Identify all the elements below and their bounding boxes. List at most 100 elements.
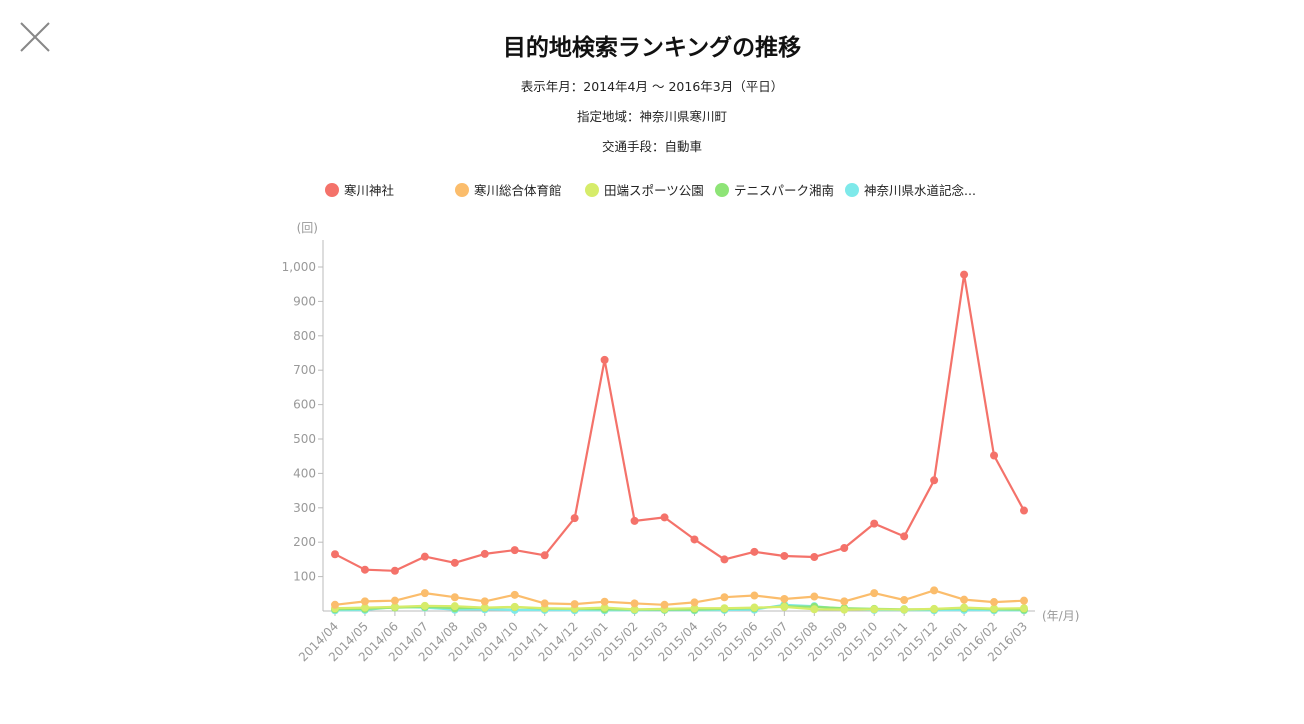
data-point xyxy=(810,592,819,601)
data-point xyxy=(540,599,549,608)
data-point xyxy=(390,602,399,611)
data-point xyxy=(870,589,879,598)
data-point xyxy=(390,566,399,575)
data-point xyxy=(1020,604,1028,613)
data-point xyxy=(840,544,849,553)
data-point xyxy=(960,595,969,604)
data-point xyxy=(960,603,969,612)
y-tick-label: 100 xyxy=(293,570,316,584)
legend-marker xyxy=(325,182,339,197)
legend-item-samukawa-gym[interactable]: 寒川総合体育館 xyxy=(455,180,562,199)
data-point xyxy=(930,604,939,613)
data-point xyxy=(870,519,879,528)
data-point xyxy=(600,355,609,364)
series-line xyxy=(334,589,1025,606)
data-point xyxy=(331,550,339,559)
data-point xyxy=(630,599,639,608)
data-point xyxy=(1020,596,1028,605)
data-point xyxy=(990,451,999,460)
data-point xyxy=(510,602,519,611)
data-point xyxy=(480,603,489,612)
data-point xyxy=(510,546,519,555)
data-point xyxy=(720,593,729,602)
data-point xyxy=(660,600,669,609)
data-point xyxy=(960,270,969,279)
y-axis-unit: (回) xyxy=(297,221,318,235)
y-tick-label: 700 xyxy=(293,363,316,377)
y-tick-label: 1,000 xyxy=(282,260,316,274)
y-tick-label: 400 xyxy=(293,466,316,480)
data-point xyxy=(540,551,549,560)
data-point xyxy=(900,595,909,604)
data-point xyxy=(870,605,879,614)
y-tick-label: 200 xyxy=(293,535,316,549)
chart-title: 目的地検索ランキングの推移 xyxy=(502,35,802,61)
legend-marker xyxy=(845,182,859,197)
data-point xyxy=(690,598,699,607)
data-point xyxy=(450,602,459,611)
data-point xyxy=(360,565,369,574)
data-point xyxy=(840,605,849,614)
data-point xyxy=(420,552,429,561)
data-point xyxy=(990,598,999,607)
y-tick-label: 600 xyxy=(293,398,316,412)
legend-marker xyxy=(715,182,729,197)
legend-item-tabata-park[interactable]: 田端スポーツ公園 xyxy=(585,180,704,199)
data-point xyxy=(930,586,939,595)
data-point xyxy=(900,532,909,541)
area-text: 指定地域：神奈川県寒川町 xyxy=(576,109,727,124)
data-point xyxy=(600,603,609,612)
data-point xyxy=(930,476,939,485)
legend-marker xyxy=(585,182,599,197)
series-line xyxy=(334,273,1025,572)
data-point xyxy=(630,605,639,614)
data-point xyxy=(690,604,699,613)
legend-item-samukawa-jinja[interactable]: 寒川神社 xyxy=(325,180,394,199)
legend-label: 田端スポーツ公園 xyxy=(604,183,704,198)
data-point xyxy=(331,600,339,609)
data-point xyxy=(630,516,639,525)
data-point xyxy=(990,604,999,613)
data-point xyxy=(690,535,699,544)
data-point xyxy=(780,551,789,560)
data-point xyxy=(750,547,759,556)
data-point xyxy=(570,514,579,523)
data-point xyxy=(840,597,849,606)
data-point xyxy=(420,601,429,610)
data-point xyxy=(360,597,369,606)
data-point xyxy=(420,589,429,598)
legend-label: 神奈川県水道記念... xyxy=(864,183,976,198)
data-point xyxy=(510,590,519,599)
data-point xyxy=(750,591,759,600)
transport-text: 交通手段：自動車 xyxy=(601,139,702,154)
legend-item-water-museum[interactable]: 神奈川県水道記念... xyxy=(845,180,976,199)
legend-label: テニスパーク湘南 xyxy=(734,183,835,198)
close-icon[interactable] xyxy=(18,20,52,54)
y-tick-label: 900 xyxy=(293,294,316,308)
y-tick-label: 800 xyxy=(293,329,316,343)
legend-item-tennis-park[interactable]: テニスパーク湘南 xyxy=(715,180,834,199)
data-point xyxy=(480,549,489,558)
data-point xyxy=(810,605,819,614)
data-point xyxy=(390,596,399,605)
data-point xyxy=(600,597,609,606)
data-point xyxy=(810,552,819,561)
series-line xyxy=(334,604,1025,611)
data-point xyxy=(780,594,789,603)
data-point xyxy=(480,597,489,606)
data-point xyxy=(750,603,759,612)
data-point xyxy=(450,558,459,567)
legend-marker xyxy=(455,182,469,197)
data-point xyxy=(360,603,369,612)
period-text: 表示年月：2014年4月 ～ 2016年3月（平日） xyxy=(520,79,784,94)
data-point xyxy=(1020,506,1028,515)
data-point xyxy=(780,602,789,611)
data-point xyxy=(720,604,729,613)
legend-label: 寒川神社 xyxy=(344,183,395,198)
data-point xyxy=(570,600,579,609)
data-point xyxy=(720,555,729,564)
y-tick-label: 300 xyxy=(293,501,316,515)
data-point xyxy=(900,605,909,614)
x-axis-unit: (年/月) xyxy=(1042,609,1079,623)
